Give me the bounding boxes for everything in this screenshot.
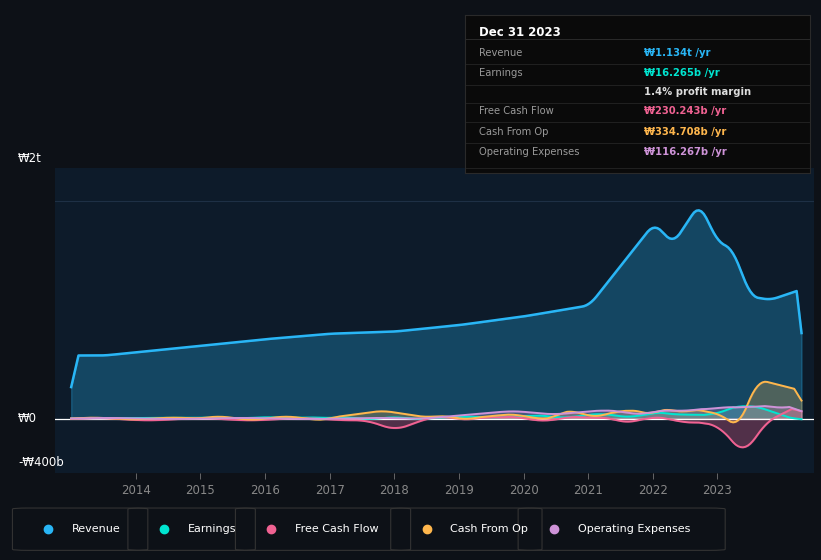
Text: Cash From Op: Cash From Op (479, 127, 548, 137)
Text: 1.4% profit margin: 1.4% profit margin (644, 87, 751, 97)
Text: ₩2t: ₩2t (18, 152, 42, 165)
Text: ₩230.243b /yr: ₩230.243b /yr (644, 106, 727, 116)
Text: Operating Expenses: Operating Expenses (479, 147, 580, 157)
Text: ₩1.134t /yr: ₩1.134t /yr (644, 48, 711, 58)
Text: Cash From Op: Cash From Op (451, 524, 529, 534)
Text: Operating Expenses: Operating Expenses (578, 524, 690, 534)
Text: Free Cash Flow: Free Cash Flow (479, 106, 553, 116)
Text: Revenue: Revenue (479, 48, 522, 58)
Text: Earnings: Earnings (188, 524, 236, 534)
Text: ₩116.267b /yr: ₩116.267b /yr (644, 147, 727, 157)
Text: -₩400b: -₩400b (18, 456, 64, 469)
Text: Free Cash Flow: Free Cash Flow (296, 524, 378, 534)
Text: ₩334.708b /yr: ₩334.708b /yr (644, 127, 727, 137)
Text: ₩16.265b /yr: ₩16.265b /yr (644, 68, 720, 78)
Text: Dec 31 2023: Dec 31 2023 (479, 26, 561, 39)
Text: ₩0: ₩0 (18, 412, 37, 425)
Text: Earnings: Earnings (479, 68, 522, 78)
Text: Revenue: Revenue (72, 524, 121, 534)
